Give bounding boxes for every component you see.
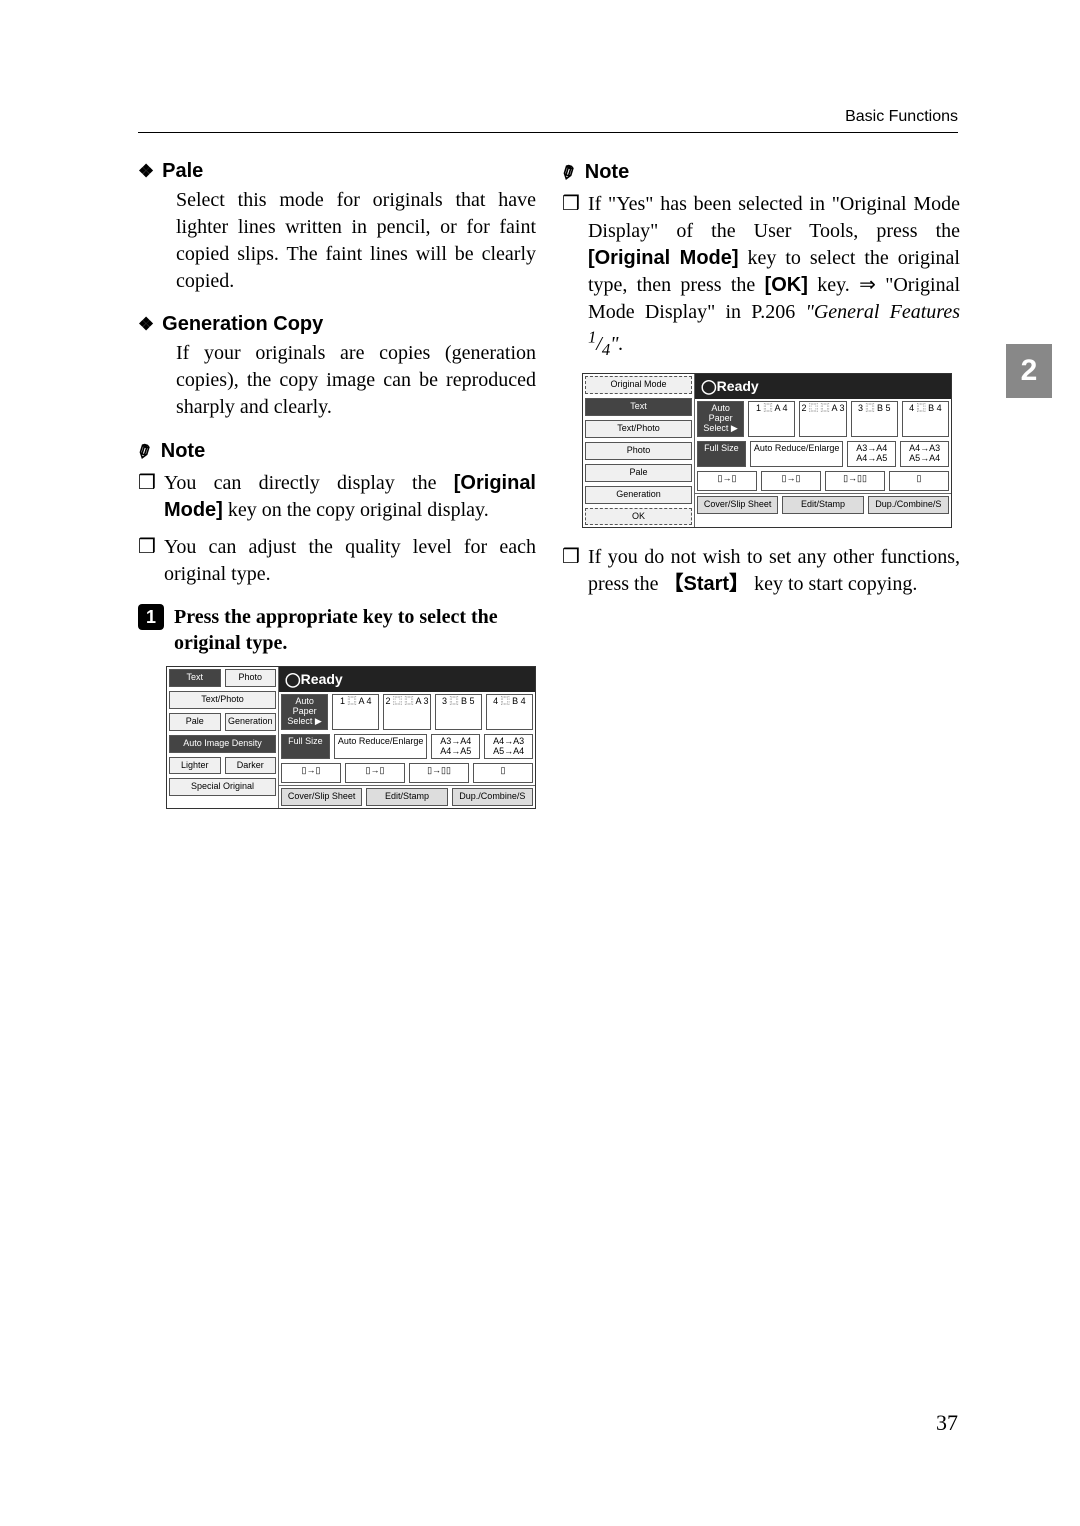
diamond-icon: ❖ (138, 314, 154, 335)
note-heading-right: ✎ Note (562, 160, 960, 185)
note-heading-left: ✎ Note (138, 439, 536, 464)
note-item-r2: ❒ If you do not wish to set any other fu… (562, 544, 960, 598)
lcd-paper-slot[interactable]: 1 ⿴ A 4 (332, 694, 379, 730)
lcd-tab: Original Mode (585, 376, 692, 394)
lcd-bottom-tab[interactable]: Dup./Combine/S (868, 496, 949, 514)
generation-body: If your originals are copies (generation… (176, 340, 536, 421)
lcd-tab[interactable]: Generation (225, 713, 277, 731)
lcd-mini-icon: ▯→▯▯ (409, 763, 469, 783)
square-bullet-icon: ❒ (562, 191, 580, 361)
lcd-mini-icon: ▯ (473, 763, 533, 783)
lcd-ratio[interactable]: A4→A3 A5→A4 (900, 441, 949, 467)
lcd-paper-slot[interactable]: 4 ⿴ B 4 (902, 401, 949, 437)
lcd-ok-button[interactable]: OK (585, 508, 692, 526)
lcd-tab[interactable]: Photo (585, 442, 692, 460)
lcd-mini-icon: ▯→▯▯ (825, 471, 885, 491)
page-tab: 2 (1006, 344, 1052, 398)
lcd-tab[interactable]: Text/Photo (169, 691, 276, 709)
right-column: ✎ Note ❒ If "Yes" has been selected in "… (562, 160, 960, 809)
lcd-tab[interactable]: Text/Photo (585, 420, 692, 438)
lcd-paper-slot[interactable]: 3 ⿴ B 5 (435, 694, 482, 730)
lcd-mini-icon: ▯ (889, 471, 949, 491)
lcd-auto-reduce[interactable]: Auto Reduce/Enlarge (750, 441, 844, 467)
note-item-2: ❒ You can adjust the quality level for e… (138, 534, 536, 588)
lcd-bottom-tab[interactable]: Edit/Stamp (366, 788, 447, 806)
lcd-paper-slot[interactable]: 2 ⿴ ⿴ A 3 (383, 694, 430, 730)
step-number-badge: 1 (138, 604, 164, 630)
square-bullet-icon: ❒ (562, 544, 580, 598)
lcd-ready: ◯Ready (695, 374, 951, 399)
lcd-bottom-tab[interactable]: Cover/Slip Sheet (697, 496, 778, 514)
lcd-ready: ◯Ready (279, 667, 535, 692)
lcd-bottom-tab[interactable]: Dup./Combine/S (452, 788, 533, 806)
lcd-bottom-tab[interactable]: Edit/Stamp (782, 496, 863, 514)
diamond-icon: ❖ (138, 161, 154, 182)
start-key: 【Start】 (663, 573, 749, 595)
square-bullet-icon: ❒ (138, 534, 156, 588)
lcd-tab[interactable]: Generation (585, 486, 692, 504)
lcd-auto-paper[interactable]: Auto Paper Select ▶ (281, 694, 328, 730)
lcd-mini-icon: ▯→▯ (281, 763, 341, 783)
note-item-r1: ❒ If "Yes" has been selected in "Origina… (562, 191, 960, 361)
section-label: Basic Functions (845, 108, 958, 125)
lcd-tab[interactable]: Text (169, 669, 221, 687)
lcd-mini-icon: ▯→▯ (345, 763, 405, 783)
lcd-tab[interactable]: Pale (585, 464, 692, 482)
page-header: Basic Functions (138, 108, 958, 133)
lcd-ratio[interactable]: A3→A4 A4→A5 (431, 734, 480, 760)
lcd-ratio[interactable]: A4→A3 A5→A4 (484, 734, 533, 760)
note-item-1: ❒ You can directly display the [Original… (138, 470, 536, 524)
lcd-tab[interactable]: Photo (225, 669, 277, 687)
lcd-tab[interactable]: Lighter (169, 757, 221, 775)
lcd-bottom-tab[interactable]: Cover/Slip Sheet (281, 788, 362, 806)
page-number: 37 (936, 1410, 958, 1436)
original-mode-key: [Original Mode] (588, 247, 739, 269)
lcd-full-size[interactable]: Full Size (697, 441, 746, 467)
lcd-panel-2: Original Mode Text Text/Photo Photo Pale… (582, 373, 952, 528)
lcd-auto-reduce[interactable]: Auto Reduce/Enlarge (334, 734, 428, 760)
lcd-paper-slot[interactable]: 2 ⿴ ⿴ A 3 (799, 401, 846, 437)
left-column: ❖ Pale Select this mode for originals th… (138, 160, 536, 809)
lcd-full-size[interactable]: Full Size (281, 734, 330, 760)
lcd-tab[interactable]: Auto Image Density (169, 735, 276, 753)
lcd-tab[interactable]: Pale (169, 713, 221, 731)
lcd-tab[interactable]: Text (585, 398, 692, 416)
lcd-tab[interactable]: Special Original (169, 778, 276, 796)
lcd-mini-icon: ▯→▯ (761, 471, 821, 491)
lcd-paper-slot[interactable]: 1 ⿴ A 4 (748, 401, 795, 437)
square-bullet-icon: ❒ (138, 470, 156, 524)
lcd-paper-slot[interactable]: 3 ⿴ B 5 (851, 401, 898, 437)
lcd-auto-paper[interactable]: Auto Paper Select ▶ (697, 401, 744, 437)
main-content: ❖ Pale Select this mode for originals th… (138, 160, 958, 809)
pale-body: Select this mode for originals that have… (176, 187, 536, 295)
step-1: 1 Press the appropriate key to select th… (138, 604, 536, 656)
lcd-panel-1: Text Photo Text/Photo Pale Generation Au… (166, 666, 536, 809)
pale-heading: ❖ Pale (138, 160, 536, 183)
pencil-icon: ✎ (134, 437, 158, 466)
lcd-ratio[interactable]: A3→A4 A4→A5 (847, 441, 896, 467)
ok-key: [OK] (765, 274, 808, 296)
generation-heading: ❖ Generation Copy (138, 313, 536, 336)
pencil-icon: ✎ (558, 158, 582, 187)
lcd-tab[interactable]: Darker (225, 757, 277, 775)
step-text: Press the appropriate key to select the … (174, 604, 536, 656)
lcd-mini-icon: ▯→▯ (697, 471, 757, 491)
lcd-paper-slot[interactable]: 4 ⿴ B 4 (486, 694, 533, 730)
